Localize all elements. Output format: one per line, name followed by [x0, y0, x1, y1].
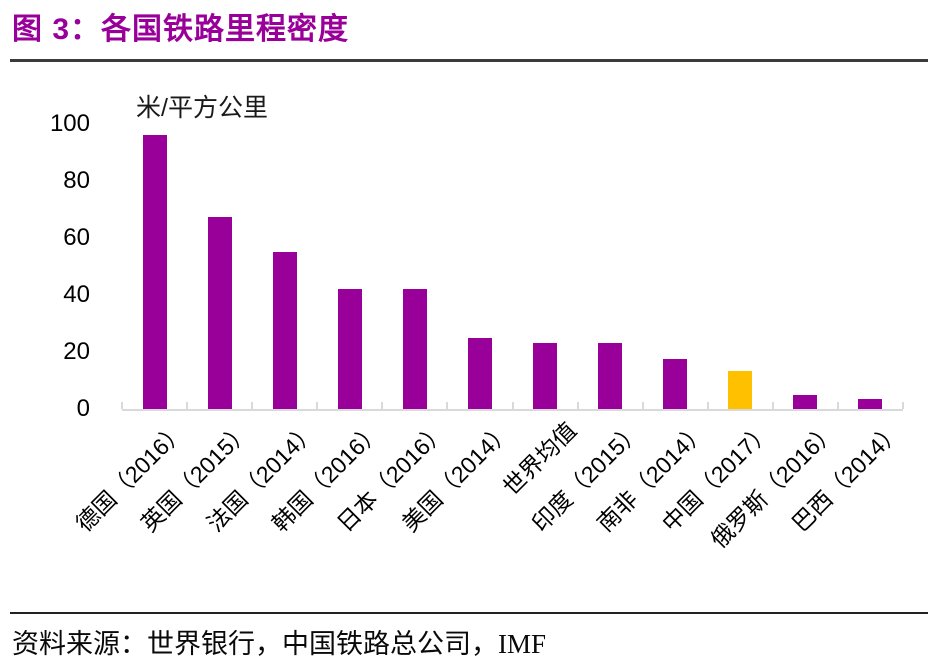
bar-印度（2015） [598, 343, 623, 409]
bar-世界均值 [533, 343, 558, 409]
axis-tick [902, 402, 904, 409]
axis-tick [121, 402, 123, 409]
axis-tick [316, 402, 319, 409]
y-tick-label: 60 [63, 224, 90, 251]
axis-tick [446, 402, 449, 409]
axis-tick [576, 402, 579, 409]
y-tick-label: 20 [63, 338, 90, 365]
axis-tick [706, 402, 709, 409]
plot-area [121, 124, 904, 411]
bar-中国（2017） [728, 370, 753, 409]
y-tick-label: 0 [76, 395, 90, 422]
axis-tick [381, 402, 384, 409]
y-axis-unit-label: 米/平方公里 [136, 94, 268, 122]
axis-tick [836, 402, 839, 409]
figure-title: 图 3：各国铁路里程密度 [12, 13, 350, 46]
title-divider [10, 59, 928, 62]
y-tick-label: 80 [63, 167, 90, 194]
bar-德国（2016） [142, 135, 167, 409]
x-category-label: 德国（2016） [71, 417, 191, 537]
source-divider [10, 612, 928, 614]
axis-tick [641, 402, 644, 409]
axis-tick [186, 402, 189, 409]
bar-南非（2014） [663, 359, 688, 409]
bar-巴西（2014） [858, 399, 883, 409]
y-tick-label: 40 [63, 281, 90, 308]
bar-韩国（2016） [337, 289, 362, 409]
y-axis-labels: 0 20 40 60 80 100 [10, 112, 90, 421]
bar-法国（2014） [272, 252, 297, 409]
y-tick-label: 100 [49, 110, 90, 137]
bar-英国（2015） [207, 216, 232, 409]
axis-tick [771, 402, 774, 409]
x-axis-labels: 德国（2016） 英国（2015） 法国（2014） 韩国（2016） 日本（2016）… [71, 417, 907, 612]
axis-tick [251, 402, 254, 409]
axis-tick [511, 402, 514, 409]
bar-俄罗斯（2016） [793, 394, 818, 409]
bar-美国（2014） [467, 337, 492, 409]
source-note: 资料来源：世界银行，中国铁路总公司，IMF [12, 629, 547, 659]
bar-日本（2016） [402, 289, 427, 409]
